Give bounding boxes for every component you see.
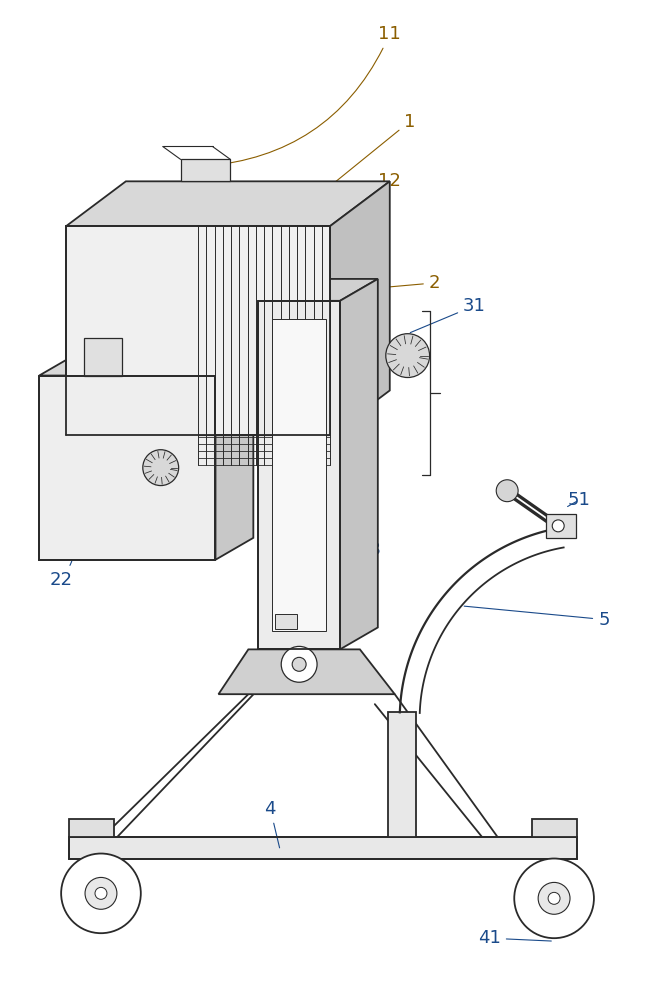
Text: 41: 41 [478, 929, 551, 947]
Circle shape [496, 480, 518, 502]
Circle shape [548, 892, 560, 904]
Circle shape [142, 450, 179, 486]
Circle shape [85, 877, 117, 909]
Text: 51: 51 [567, 491, 591, 509]
Polygon shape [340, 279, 378, 649]
Text: 2: 2 [291, 274, 440, 296]
Text: 4: 4 [264, 800, 280, 848]
Bar [275, 614, 297, 629]
Circle shape [552, 520, 564, 532]
Polygon shape [219, 649, 395, 694]
Bar [69, 837, 577, 859]
Polygon shape [258, 279, 378, 301]
Circle shape [281, 646, 317, 682]
Text: 12: 12 [252, 172, 401, 418]
Bar [532, 819, 577, 837]
Text: 11: 11 [205, 25, 401, 166]
Bar [181, 159, 230, 181]
Circle shape [292, 657, 306, 671]
Circle shape [95, 887, 107, 899]
Circle shape [386, 334, 429, 378]
Text: 32: 32 [291, 416, 351, 434]
Bar [272, 319, 326, 631]
Circle shape [61, 854, 140, 933]
Polygon shape [39, 354, 254, 376]
Text: 23: 23 [311, 541, 381, 679]
Text: 22: 22 [50, 513, 76, 589]
Circle shape [514, 859, 594, 938]
Text: 5: 5 [464, 606, 609, 629]
Polygon shape [215, 354, 254, 560]
Bar [388, 712, 415, 837]
Text: 31: 31 [410, 297, 486, 333]
Bar [66, 226, 330, 435]
Bar [547, 514, 576, 538]
Polygon shape [330, 181, 390, 435]
Text: 33: 33 [285, 451, 341, 498]
Bar [84, 338, 122, 376]
Circle shape [538, 882, 570, 914]
Text: 21: 21 [280, 496, 347, 619]
Bar [258, 301, 340, 649]
Text: 1: 1 [148, 113, 415, 334]
Bar [69, 819, 114, 837]
Polygon shape [66, 181, 390, 226]
Bar [39, 376, 215, 560]
